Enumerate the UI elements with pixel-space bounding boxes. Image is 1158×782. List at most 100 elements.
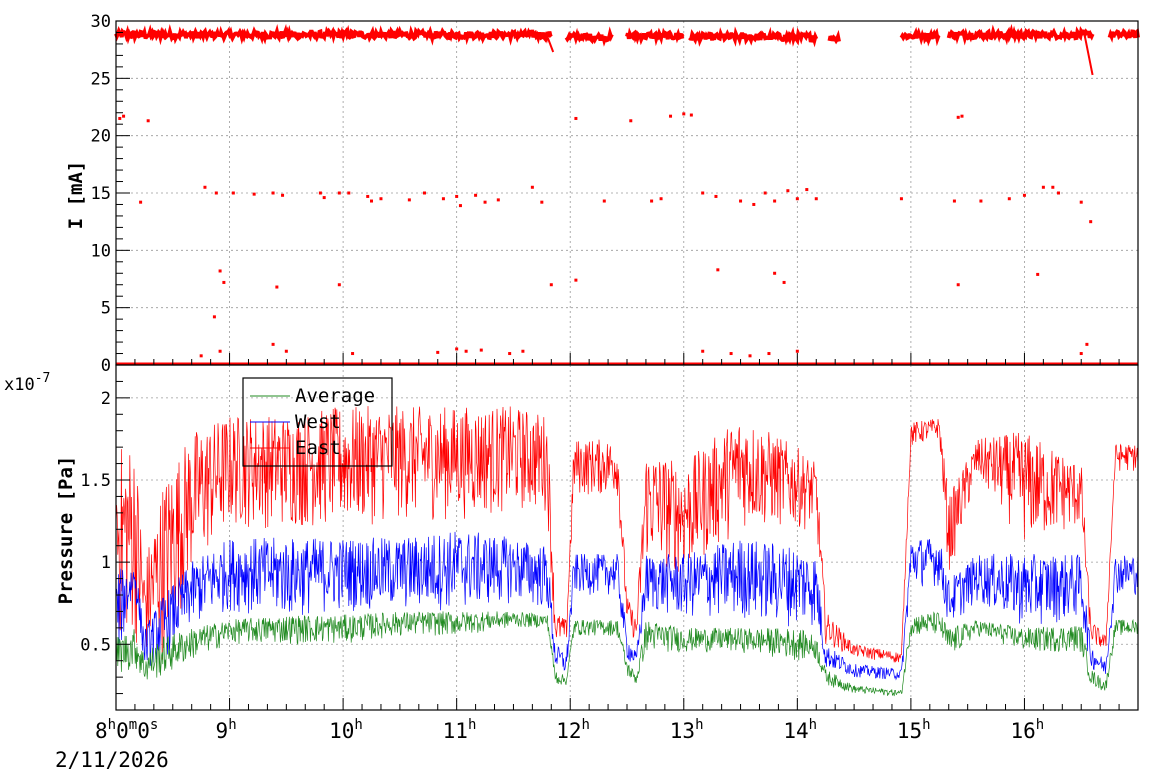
current-point (701, 349, 705, 353)
pressure-grid (116, 365, 1138, 710)
current-grid (116, 21, 1138, 365)
current-point (1079, 352, 1083, 356)
current-y-tick-label: 30 (91, 12, 111, 32)
current-point (441, 197, 445, 201)
x-tick-hour-unit: h (922, 717, 930, 733)
current-point (370, 199, 373, 203)
x-tick-label: 14h (783, 717, 817, 743)
current-y-tick-label: 0 (101, 356, 111, 376)
current-point (956, 115, 960, 119)
x-tick-label: 11h (443, 717, 477, 743)
current-point (714, 194, 718, 198)
x-tick-label: 13h (670, 717, 704, 743)
current-point (474, 193, 478, 197)
current-point (455, 347, 459, 351)
current-point (139, 200, 143, 204)
current-point (960, 114, 964, 118)
x-tick-hour-unit: h (354, 717, 362, 733)
x-tick-hour: 10 (329, 719, 354, 743)
pressure-plot-frame (115, 364, 1139, 711)
x-tick-hour: 11 (443, 719, 468, 743)
x-tick-hour-unit: h (695, 717, 703, 733)
x-tick-label: 9h (216, 717, 237, 743)
current-point (767, 352, 771, 356)
current-point (773, 199, 777, 203)
current-y-tick-label: 5 (101, 299, 111, 319)
x-tick-hour-unit: h (809, 717, 817, 733)
current-point (508, 352, 512, 356)
current-y-tick-label: 25 (91, 69, 111, 89)
current-point (464, 349, 468, 353)
current-point (689, 113, 693, 117)
current-point (602, 199, 606, 203)
current-point (322, 196, 326, 200)
current-point (379, 197, 383, 201)
current-point (351, 352, 355, 356)
current-beam-segment (1107, 27, 1140, 43)
current-point (956, 283, 960, 287)
x-tick-hour-unit: h (582, 717, 590, 733)
current-point (337, 191, 341, 195)
current-beam-drop (546, 36, 555, 53)
x-tick-hour: 12 (556, 719, 581, 743)
current-y-tick-label: 20 (91, 127, 111, 147)
current-point (458, 204, 462, 208)
current-point (814, 197, 818, 201)
current-point (407, 198, 411, 202)
pressure-y-tick-label: 2 (101, 389, 111, 409)
x-tick-hour-unit: h (1036, 717, 1044, 733)
current-point (1022, 193, 1026, 197)
current-point (455, 194, 459, 198)
current-point (252, 192, 256, 196)
pressure-y-tick-label: 1 (101, 553, 111, 573)
current-point (659, 197, 663, 201)
x-tick-label: 10h (329, 717, 363, 743)
current-beam-segment (625, 27, 685, 47)
current-point (701, 191, 705, 195)
pressure-exponent-power: -7 (35, 371, 51, 386)
x-first-second: 0 (137, 719, 150, 743)
current-point (318, 191, 322, 195)
current-y-axis: 0 5 10 15 20 25 30 (91, 12, 1120, 376)
current-point (763, 191, 767, 195)
x-tick-hour: 13 (670, 719, 695, 743)
current-point (782, 280, 786, 284)
current-point (773, 271, 777, 275)
current-point (118, 116, 122, 120)
current-point (795, 197, 799, 201)
pressure-y-tick-label: 1.5 (80, 471, 111, 491)
current-point (146, 119, 150, 123)
current-point (574, 278, 578, 282)
current-point (899, 197, 903, 201)
current-point (1007, 197, 1011, 201)
current-point (1036, 272, 1040, 276)
current-beam-segment (564, 26, 614, 47)
current-point (212, 315, 216, 319)
current-point (805, 188, 809, 192)
current-point (1057, 191, 1061, 195)
x-date-label: 2/11/2026 (55, 748, 169, 772)
x-tick-label: 12h (556, 717, 590, 743)
current-point (199, 354, 203, 358)
pressure-exponent-base: x10 (4, 375, 35, 395)
x-tick-hour: 15 (897, 719, 922, 743)
current-y-tick-label: 10 (91, 241, 111, 261)
x-first-minute-unit: m (129, 717, 137, 733)
pressure-series-average (115, 611, 1139, 697)
pressure-legend: Average West East (242, 377, 393, 467)
current-point (952, 199, 956, 203)
current-beam-segment (688, 26, 819, 48)
current-point (496, 198, 500, 202)
current-beam-segment (114, 23, 553, 46)
current-point (122, 114, 126, 118)
x-tick-label: 15h (897, 717, 931, 743)
current-point (786, 189, 790, 193)
pressure-exponent-label: x10-7 (4, 371, 50, 395)
x-first-minute: 0 (116, 719, 129, 743)
pressure-y-axis: 0.5 1 1.5 2 (80, 380, 1120, 710)
current-point (574, 116, 578, 120)
current-beam-drop (1084, 36, 1094, 76)
x-first-hour-unit: h (108, 717, 116, 733)
current-point (540, 200, 544, 204)
current-beam-segment (827, 29, 841, 45)
